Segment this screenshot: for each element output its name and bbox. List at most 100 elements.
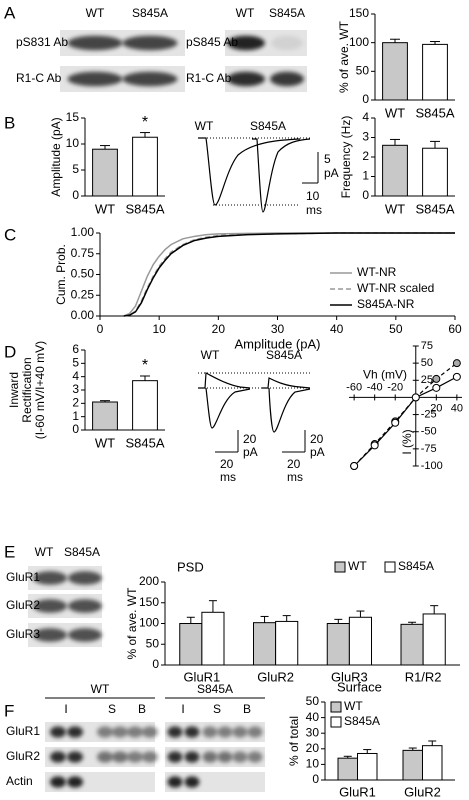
bar [179, 623, 203, 666]
chart-title: PSD [177, 559, 204, 574]
lane-label: S [108, 702, 116, 716]
legend-label: WT-NR [357, 265, 397, 279]
bar [422, 43, 448, 101]
x-tick-label: GluR2 [257, 669, 294, 684]
blot-band [67, 776, 83, 788]
blot-band [33, 599, 67, 613]
bar [422, 147, 448, 197]
blot-band [184, 776, 200, 788]
trace-label: S845A [250, 119, 286, 133]
x-axis-label: Vh (mV) [363, 368, 407, 382]
y-tick-label: 0.00 [71, 308, 95, 322]
bar [337, 757, 358, 781]
y-tick-label: 4 [72, 369, 79, 383]
legend-swatch [330, 701, 342, 713]
bar [201, 611, 225, 666]
blot-band [227, 35, 265, 51]
blot-band [97, 776, 113, 787]
annotation: * [142, 114, 148, 131]
blot-band [67, 751, 83, 763]
y-tick-label: 3 [72, 382, 79, 396]
x-tick-label: WT [385, 201, 405, 216]
blot-band [127, 726, 143, 738]
panel-letter: D [4, 342, 16, 361]
y-tick-label: 100 [139, 616, 159, 630]
y-axis-label: (I-60 mV/I+40 mV) [33, 341, 47, 439]
legend-swatch [334, 561, 346, 573]
y-tick-label: 0.75 [71, 246, 95, 260]
bar [253, 622, 277, 666]
y-tick-label: 50 [146, 636, 160, 650]
blot-band [247, 726, 263, 738]
y-tick-label: 4 [362, 110, 369, 124]
y-tick-label: 0 [72, 422, 79, 436]
blot-band [203, 776, 218, 787]
y-tick-label: 0 [362, 188, 369, 202]
blot-band [247, 751, 263, 763]
x-tick-label: GluR2 [404, 784, 441, 799]
point [432, 374, 441, 383]
x-axis-label: Amplitude (pA) [235, 336, 321, 351]
y-tick-label: 1 [72, 409, 79, 423]
bar [348, 616, 372, 666]
y-tick-label: -25 [421, 408, 437, 420]
legend-swatch [384, 561, 396, 573]
scale-label: 20 [287, 457, 301, 471]
x-tick-label: S845A [125, 435, 164, 450]
bar [326, 623, 350, 666]
blot-header: S845A [132, 6, 168, 20]
y-tick-label: 20 [306, 741, 320, 755]
x-tick-label: 40 [330, 322, 344, 336]
blot-band [202, 751, 218, 763]
point [432, 383, 441, 392]
blot-band [202, 726, 218, 738]
bar [132, 136, 158, 197]
x-tick-label: 40 [451, 402, 463, 414]
blot-band [127, 751, 143, 763]
y-tick-label: 200 [139, 574, 159, 588]
legend-label: WT [344, 699, 363, 713]
y-tick-label: 5 [72, 356, 79, 370]
blot-band [167, 776, 183, 788]
blot-band [218, 776, 233, 787]
trace [198, 372, 251, 389]
bar [275, 620, 299, 666]
point [411, 393, 420, 402]
blot-band [232, 726, 248, 738]
trace [198, 137, 301, 206]
blot-band [270, 71, 304, 87]
bar [400, 623, 424, 666]
x-tick-label: 20 [212, 322, 226, 336]
blot-header: WT [35, 545, 54, 559]
legend-label: WT-NR scaled [357, 281, 434, 295]
y-tick-label: 10 [66, 136, 80, 150]
x-tick-label: GluR3 [331, 669, 368, 684]
blot-band [50, 726, 66, 738]
y-axis-label: I (%) [400, 429, 414, 454]
series-line [123, 232, 455, 317]
blot-row-label: GluR3 [6, 627, 40, 641]
legend-swatch [330, 716, 342, 728]
y-axis-label: Inward [7, 372, 21, 408]
x-tick-label: WT [385, 105, 405, 120]
x-tick-label: -60 [346, 381, 362, 393]
y-axis-label: Frequency (Hz) [339, 116, 353, 199]
point [370, 441, 379, 450]
bar [92, 401, 118, 431]
y-tick-label: 1 [362, 169, 369, 183]
legend-label: WT [348, 559, 367, 573]
blot-row-label: pS845 Ab [186, 35, 238, 49]
x-tick-label: WT [95, 435, 115, 450]
y-tick-label: 150 [139, 595, 159, 609]
blot-band [127, 776, 143, 787]
trace-label: WT [201, 348, 220, 362]
lane-label: I [64, 702, 67, 716]
blot-band [142, 751, 158, 763]
blot-band [68, 571, 102, 585]
blot-header: S845A [64, 545, 100, 559]
x-tick-label: -20 [387, 381, 403, 393]
panel-letter: C [4, 225, 16, 244]
y-axis-label: % of ave. WT [337, 20, 351, 93]
blot-band [217, 751, 233, 763]
